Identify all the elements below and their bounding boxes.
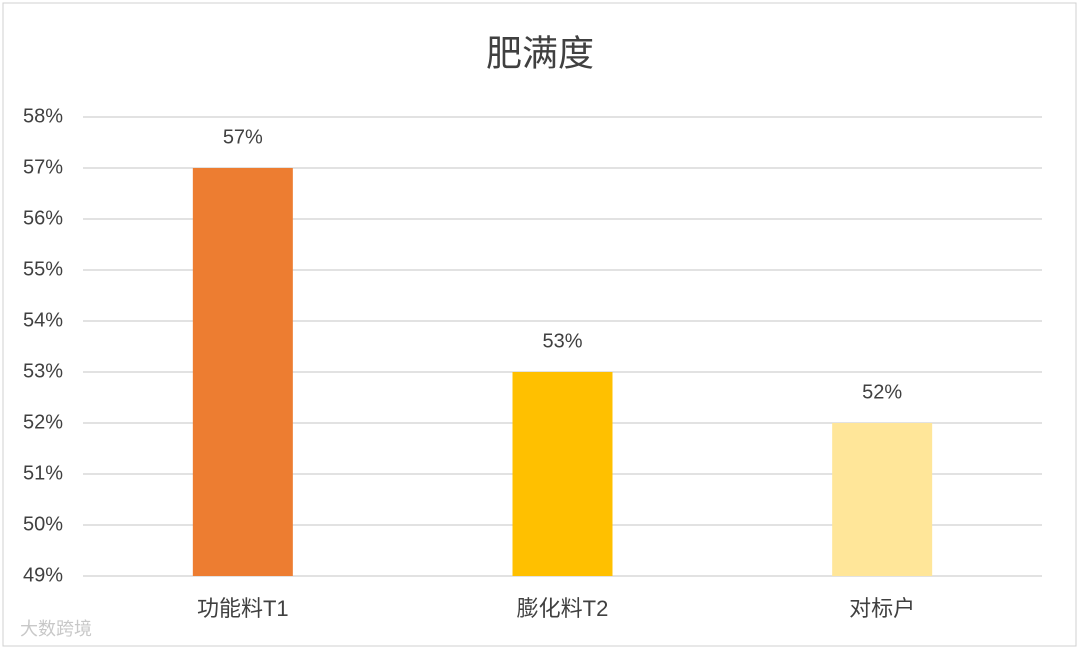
- y-tick-label: 53%: [23, 360, 63, 382]
- bar: [832, 423, 933, 576]
- y-tick-label: 57%: [23, 156, 63, 178]
- x-tick-label: 功能料T1: [197, 596, 289, 621]
- y-tick-label: 55%: [23, 258, 63, 280]
- bar: [192, 168, 293, 576]
- bar: [512, 372, 613, 576]
- y-tick-label: 49%: [23, 564, 63, 586]
- y-tick-label: 52%: [23, 411, 63, 433]
- x-tick-label: 膨化料T2: [517, 596, 609, 621]
- y-tick-label: 58%: [23, 105, 63, 127]
- data-label: 57%: [223, 126, 263, 148]
- watermark: 大数跨境: [20, 619, 92, 639]
- y-tick-label: 54%: [23, 309, 63, 331]
- y-tick-label: 51%: [23, 462, 63, 484]
- data-label: 53%: [542, 330, 582, 352]
- x-tick-label: 对标户: [849, 596, 915, 621]
- chart-title: 肥满度: [486, 33, 594, 74]
- y-tick-label: 50%: [23, 513, 63, 535]
- data-label: 52%: [862, 381, 902, 403]
- y-tick-label: 56%: [23, 207, 63, 229]
